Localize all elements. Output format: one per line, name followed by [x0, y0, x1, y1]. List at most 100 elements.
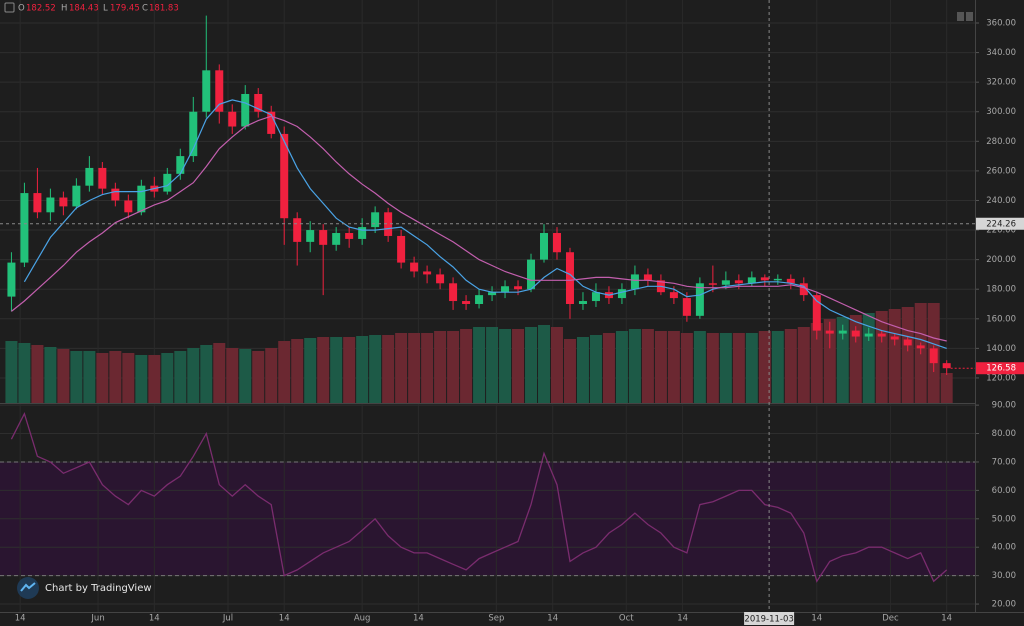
x-tick-label: 14	[677, 614, 688, 624]
candle-body	[7, 262, 16, 297]
y-tick-label: 360.00	[986, 18, 1016, 28]
candle-body	[812, 295, 821, 331]
volume-bar	[888, 309, 901, 403]
volume-bar	[265, 348, 278, 403]
y-tick-label: 340.00	[986, 48, 1016, 58]
candle-body	[163, 173, 172, 192]
candle-body	[228, 111, 237, 127]
volume-bar	[200, 345, 213, 403]
logo-mark	[20, 582, 36, 592]
y-tick-label: 300.00	[986, 107, 1016, 117]
x-tick-label: 14	[941, 614, 952, 624]
candle-body	[578, 301, 587, 304]
y-tick-label: 160.00	[986, 314, 1016, 324]
candle-body	[760, 277, 769, 281]
crosshair-y-box	[976, 217, 1024, 230]
y-tick-label: 90.00	[992, 401, 1016, 411]
candle-body	[410, 262, 419, 272]
candle-body	[643, 274, 652, 281]
candle-body	[877, 333, 886, 337]
ohlc-key: H	[61, 4, 67, 14]
candle-body	[319, 230, 328, 245]
volume-bar	[330, 337, 343, 403]
candle-body	[838, 330, 847, 334]
crosshair-x-box	[744, 612, 795, 625]
candle-body	[734, 280, 743, 284]
moving-average	[11, 115, 947, 342]
y-tick-label: 120.00	[986, 373, 1016, 383]
candle-body	[397, 235, 406, 263]
volume-bar	[252, 351, 265, 403]
crosshair-x-label: 2019-11-03	[744, 615, 793, 625]
volume-bar	[771, 331, 784, 403]
ohlc-value: 182.52	[26, 4, 56, 14]
volume-bar	[434, 331, 447, 403]
volume-bar	[356, 336, 369, 403]
icon-part	[957, 12, 964, 21]
candle-body	[462, 301, 471, 304]
candle-body	[371, 212, 380, 228]
volume-bar	[174, 351, 187, 403]
candle-body	[630, 274, 639, 290]
volume-bar	[628, 329, 641, 403]
candle-body	[436, 274, 445, 284]
candle-body	[929, 348, 938, 364]
volume-bar	[615, 331, 628, 403]
volume-bar	[732, 333, 745, 403]
ohlc-key: C	[142, 4, 148, 14]
candle-body	[384, 212, 393, 236]
y-tick-label: 180.00	[986, 285, 1016, 295]
candle-body	[254, 93, 263, 112]
candle-body	[137, 185, 146, 213]
ohlc-key: L	[103, 4, 108, 14]
candle-body	[33, 193, 42, 213]
volume-bar	[784, 329, 797, 403]
candle-body	[747, 277, 756, 284]
volume-bar	[447, 331, 460, 403]
volume-bar	[122, 353, 135, 403]
volume-bar	[499, 329, 512, 403]
candle-body	[293, 218, 302, 242]
volume-bar	[304, 338, 317, 403]
volume-bar	[5, 341, 18, 403]
candle-body	[20, 193, 29, 263]
y-tick-label: 280.00	[986, 137, 1016, 147]
moving-average	[23, 99, 947, 349]
candle-body	[851, 330, 860, 337]
volume-bar	[70, 351, 83, 403]
x-tick-label: 14	[413, 614, 424, 624]
candle-body	[215, 70, 224, 112]
ohlc-value: 181.83	[149, 4, 179, 14]
settings-icon[interactable]	[957, 12, 973, 21]
volume-bar	[706, 333, 719, 403]
candle-body	[721, 280, 730, 285]
candle-body	[708, 283, 717, 285]
volume-bar	[135, 355, 148, 403]
x-tick-label: Sep	[488, 614, 504, 624]
candle-body	[864, 333, 873, 337]
volume-bar	[291, 339, 304, 403]
watermark[interactable]: Chart by TradingView	[17, 577, 152, 599]
candle-body	[552, 233, 561, 253]
volume-bar	[161, 353, 174, 403]
candle-body	[669, 292, 678, 299]
x-tick-label: Aug	[354, 614, 371, 624]
candle-body	[786, 278, 795, 284]
volume-bar	[239, 349, 252, 403]
volume-bar	[486, 327, 499, 403]
candle-body	[488, 292, 497, 296]
volume-bar	[31, 345, 44, 403]
candle-body	[111, 188, 120, 201]
candle-body	[565, 252, 574, 304]
x-tick-label: 14	[15, 614, 26, 624]
candle-body	[306, 230, 315, 242]
volume-bar	[823, 319, 836, 403]
y-tick-label: 320.00	[986, 78, 1016, 88]
volume-bar	[421, 333, 434, 403]
y-tick-label: 260.00	[986, 166, 1016, 176]
candle-body	[358, 227, 367, 239]
candle-body	[124, 200, 133, 213]
y-tick-label: 60.00	[992, 486, 1016, 496]
candle-body	[98, 167, 107, 189]
